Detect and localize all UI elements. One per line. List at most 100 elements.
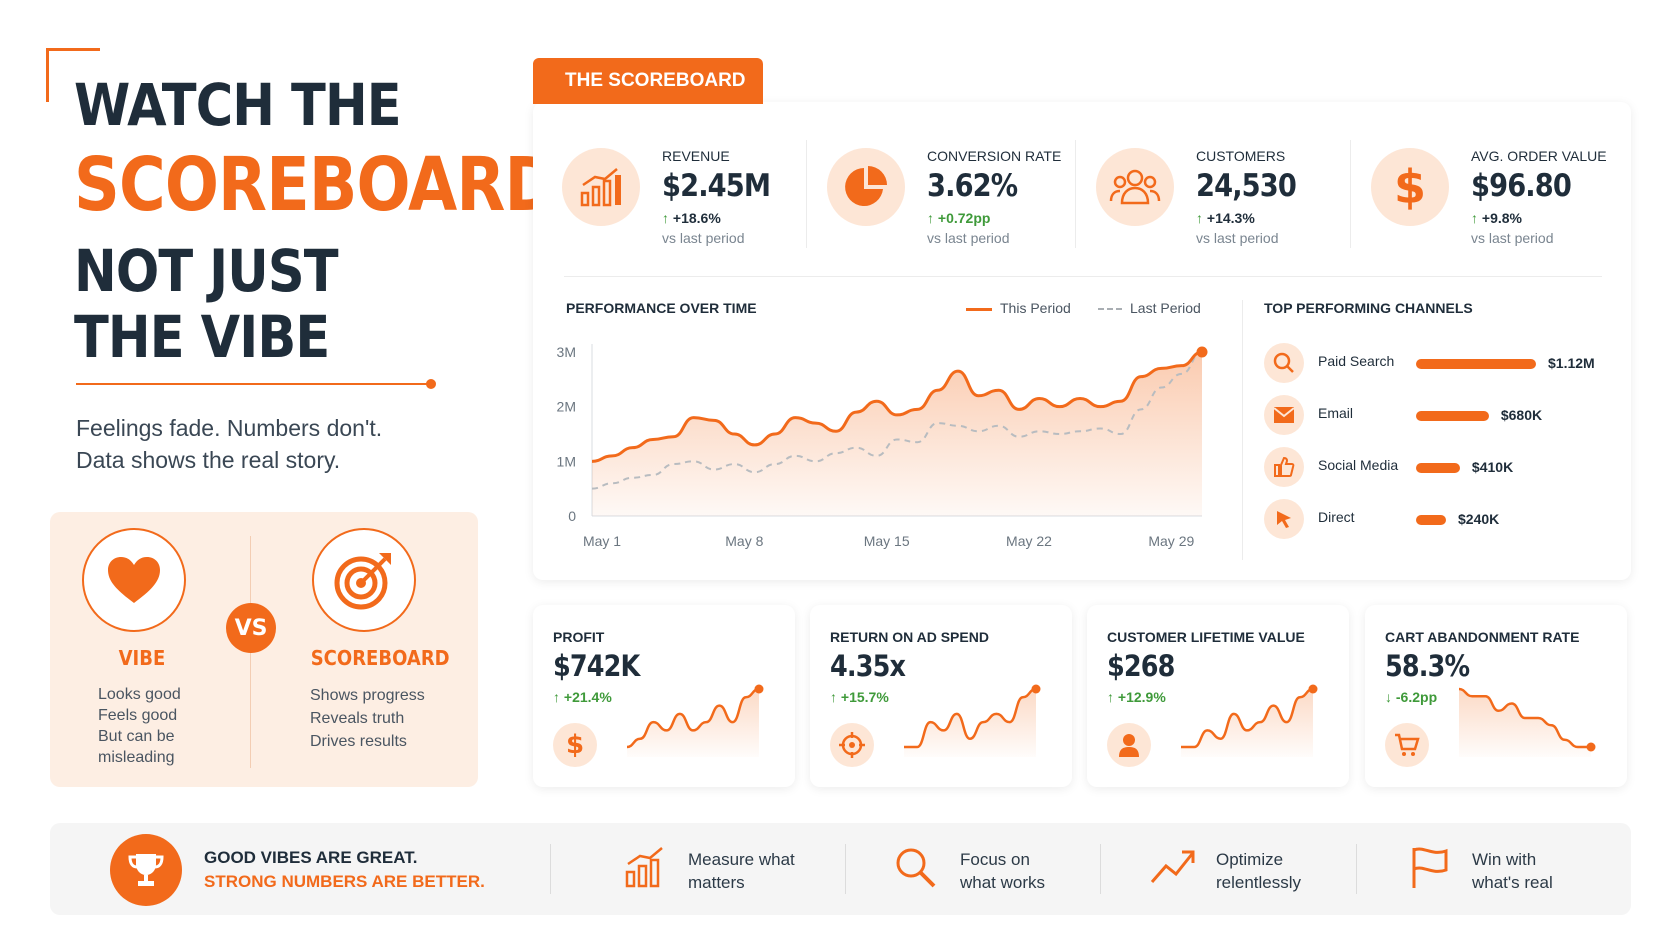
kpi-icon-circle — [1096, 148, 1174, 226]
x-tick-label: May 29 — [1148, 533, 1194, 549]
kpi-change-value: +18.6% — [672, 210, 721, 226]
y-tick-label: 3M — [557, 344, 576, 360]
last-period-line — [591, 351, 1203, 490]
kpi-conversion-rate: CONVERSION RATE 3.62% ↑ +0.72pp vs last … — [827, 138, 1067, 254]
pie-chart-icon — [845, 166, 887, 206]
arrow-up-icon: ↑ — [662, 210, 673, 226]
footer-tagline-2: STRONG NUMBERS ARE BETTER. — [204, 872, 485, 891]
sparkline-line — [1458, 687, 1591, 749]
chart-title: PERFORMANCE OVER TIME — [566, 300, 757, 316]
kpi-icon-circle — [562, 148, 640, 226]
vibe-line: But can be — [98, 728, 175, 745]
footer-separator — [550, 844, 551, 894]
channel-bar — [1416, 515, 1446, 525]
channel-value: $410K — [1471, 459, 1514, 475]
metric-label: CART ABANDONMENT RATE — [1385, 629, 1580, 645]
channel-name: Paid Search — [1318, 353, 1395, 369]
channel-value: $680K — [1500, 407, 1543, 423]
footer-item-line: Focus on — [960, 850, 1030, 869]
kpi-change-value: +0.72pp — [937, 210, 991, 226]
footer-separator — [1356, 844, 1357, 894]
footer-item-focus: Focus on what works — [960, 848, 1045, 894]
sparkline-area — [627, 689, 759, 757]
channel-icon-circle — [1264, 499, 1304, 539]
legend-last-period: Last Period — [1098, 300, 1201, 316]
kpi-value: 3.62% — [927, 168, 1018, 204]
scoreboard-ring — [312, 528, 416, 632]
kpi-separator — [1350, 140, 1351, 248]
sparkline-line — [904, 687, 1037, 749]
channel-email: Email $680K — [1264, 395, 1624, 435]
scoreboard-title: SCOREBOARD — [310, 646, 450, 670]
metric-change-value: +15.7% — [840, 689, 889, 705]
metric-change: ↑ +12.9% — [1107, 689, 1166, 705]
kpi-sub: vs last period — [1196, 230, 1279, 246]
channel-bar — [1416, 359, 1536, 369]
dollar-icon: $ — [1393, 160, 1426, 214]
flag-icon — [1412, 847, 1448, 888]
scoreboard-description: Shows progress Reveals truth Drives resu… — [310, 684, 425, 753]
headline: WATCH THE SCOREBOARD NOT JUST THE VIBE — [74, 76, 635, 366]
kpi-separator — [806, 140, 807, 248]
legend-solid-line — [966, 307, 992, 311]
channel-bar — [1416, 411, 1489, 421]
footer-item-win: Win with what's real — [1472, 848, 1553, 894]
user-icon — [1119, 734, 1139, 757]
arrow-up-icon: ↑ — [553, 689, 564, 705]
sparkline-endpoint — [754, 684, 764, 694]
subtitle-line-2: Data shows the real story. — [76, 447, 341, 473]
target-icon — [334, 553, 391, 610]
kpi-icon-circle: $ — [1371, 148, 1449, 226]
vs-badge: VS — [226, 603, 276, 653]
bar-chart-icon — [625, 847, 663, 888]
channel-name: Email — [1318, 405, 1354, 421]
kpi-label: CONVERSION RATE — [927, 148, 1062, 164]
metric-change: ↑ +15.7% — [830, 689, 889, 705]
x-tick-label: May 22 — [1006, 533, 1052, 549]
this-period-area — [592, 352, 1202, 516]
sparkline-endpoint — [1308, 684, 1318, 694]
dollar-icon: $ — [565, 730, 585, 760]
footer-item-optimize: Optimize relentlessly — [1216, 848, 1301, 894]
metric-sparkline — [1458, 687, 1596, 757]
metric-card-roas: RETURN ON AD SPEND 4.35x ↑ +15.7% — [810, 605, 1072, 787]
metric-icon-circle: $ — [553, 723, 597, 767]
thumbs-up-icon — [1274, 456, 1295, 477]
channel-icon-circle — [1264, 447, 1304, 487]
footer-item-line: Optimize — [1216, 850, 1284, 869]
metric-change-value: +21.4% — [563, 689, 612, 705]
trend-up-icon — [1150, 850, 1195, 883]
footer-item-measure: Measure what matters — [688, 848, 795, 894]
footer-separator — [845, 844, 846, 894]
kpi-value: $96.80 — [1471, 168, 1572, 204]
kpi-change: ↑ +14.3% — [1196, 210, 1255, 226]
metric-sparkline — [626, 684, 764, 757]
legend-dashed-line — [1098, 308, 1122, 311]
metric-change-value: +12.9% — [1117, 689, 1166, 705]
scoreboard-line: Reveals truth — [310, 710, 405, 727]
cursor-icon — [1277, 511, 1291, 528]
channel-name: Social Media — [1318, 457, 1399, 473]
metric-sparkline — [904, 684, 1041, 757]
cart-icon — [1395, 733, 1420, 756]
scoreboard-divider — [564, 276, 1602, 277]
kpi-change: ↑ +0.72pp — [927, 210, 990, 226]
footer-item-line: what works — [960, 873, 1046, 892]
x-tick-label: May 1 — [583, 533, 621, 549]
chart-channels-separator — [1242, 300, 1243, 560]
arrow-up-icon: ↑ — [830, 689, 841, 705]
y-tick-label: 0 — [568, 508, 576, 524]
headline-line-2: SCOREBOARD — [74, 142, 557, 228]
sparkline-endpoint — [1586, 742, 1596, 752]
mail-icon — [1273, 407, 1295, 423]
vibe-title: VIBE — [118, 646, 166, 670]
headline-line-1: WATCH THE — [74, 71, 402, 139]
channel-icon-circle — [1264, 395, 1304, 435]
x-tick-label: May 15 — [864, 533, 910, 549]
heart-icon — [108, 557, 160, 603]
divider-line — [76, 383, 430, 385]
vibe-ring — [82, 528, 186, 632]
kpi-label: CUSTOMERS — [1196, 148, 1286, 164]
headline-line-3: NOT JUST — [74, 237, 339, 305]
divider-dot — [426, 379, 436, 389]
